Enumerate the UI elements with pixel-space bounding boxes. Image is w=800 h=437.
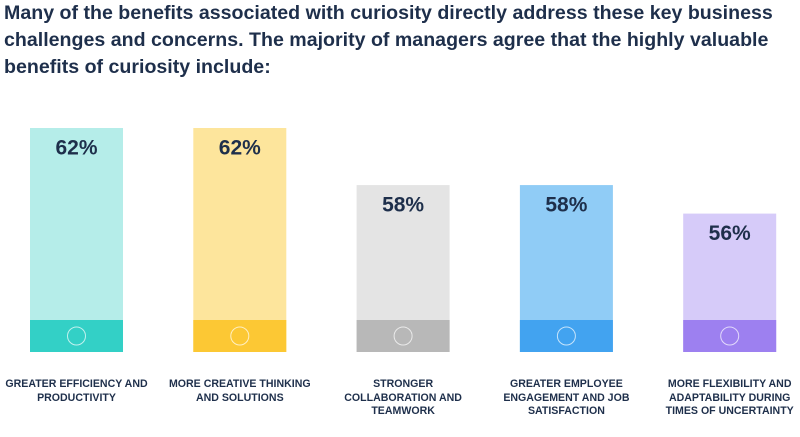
icon bbox=[230, 326, 250, 346]
icon-band bbox=[30, 320, 123, 352]
bar bbox=[193, 128, 287, 352]
icon-band bbox=[519, 320, 613, 352]
value-label: 56% bbox=[709, 222, 751, 245]
value-label: 58% bbox=[382, 194, 424, 217]
icon-band bbox=[193, 320, 287, 352]
category-label: MORE CREATIVE THINKING AND SOLUTIONS bbox=[168, 378, 311, 404]
icon bbox=[720, 326, 740, 346]
value-label: 62% bbox=[55, 137, 97, 160]
icon bbox=[67, 326, 86, 346]
category-label: MORE FLEXIBILITY AND ADAPTABILITY DURING… bbox=[665, 378, 794, 417]
category-label: GREATER EMPLOYEE ENGAGEMENT AND JOB SATI… bbox=[503, 378, 630, 417]
icon bbox=[556, 326, 576, 346]
chart-title: Many of the benefits associated with cur… bbox=[4, 2, 773, 78]
bar bbox=[30, 128, 123, 352]
icon-band bbox=[683, 320, 777, 352]
icon bbox=[393, 326, 413, 346]
category-label: GREATER EFFICIENCY AND PRODUCTIVITY bbox=[5, 378, 148, 404]
category-label: STRONGER COLLABORATION AND TEAMWORK bbox=[344, 378, 462, 417]
icon-band bbox=[356, 320, 450, 352]
value-label: 62% bbox=[219, 137, 261, 160]
value-label: 58% bbox=[545, 194, 587, 217]
